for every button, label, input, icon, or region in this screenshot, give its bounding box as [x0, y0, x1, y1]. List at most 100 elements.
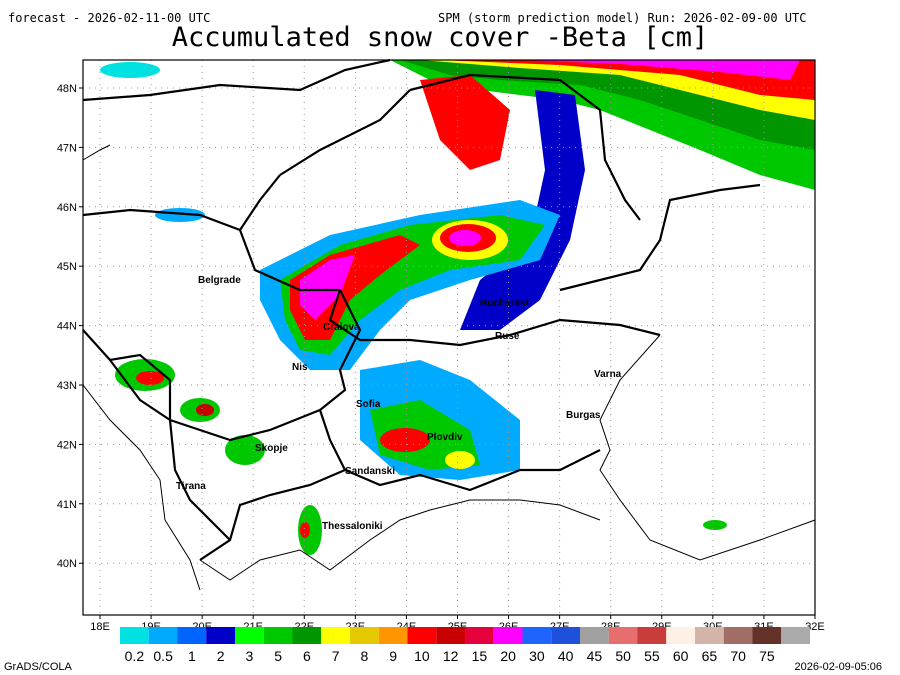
colorbar-swatch [723, 627, 753, 644]
lat-label: 47N [57, 142, 77, 154]
snow-area [449, 230, 481, 246]
coastline [82, 384, 201, 591]
city-label: Craiova [323, 322, 360, 333]
city-label: Tirana [176, 481, 206, 492]
colorbar-swatch [321, 627, 350, 644]
lat-label: 43N [57, 380, 77, 392]
border-line [328, 289, 661, 347]
snow-area [100, 62, 160, 78]
colorbar-swatch [235, 627, 264, 644]
lat-label: 45N [57, 261, 77, 273]
city-label: Ruse [495, 331, 520, 342]
colorbar-label: 6 [303, 648, 311, 664]
lat-label: 41N [57, 499, 77, 511]
colorbar-label: 12 [443, 648, 459, 664]
colorbar-label: 15 [472, 648, 488, 664]
lat-label: 40N [57, 558, 77, 570]
colorbar-swatch [695, 627, 724, 644]
lon-label: 32E [805, 621, 825, 633]
colorbar-swatch [436, 627, 465, 644]
lat-label: 48N [57, 83, 77, 95]
colorbar-swatch [637, 627, 667, 644]
colorbar-swatch [206, 627, 235, 644]
border-line [238, 89, 411, 292]
plot-frame [82, 59, 816, 616]
colorbar-label: 5 [274, 648, 282, 664]
border-line [82, 208, 241, 232]
colorbar-label: 70 [730, 648, 746, 664]
coastline [599, 334, 816, 561]
colorbar: 0.2 0.5 1 2 3 5 6 7 8 9 10 12 15 20 30 40 45 50 55 60 65 70 75 [120, 627, 810, 664]
border-line [199, 468, 346, 561]
border-line [109, 359, 231, 541]
coastline [82, 144, 111, 161]
colorbar-label: 0.2 [125, 648, 145, 664]
colorbar-swatch [263, 627, 293, 644]
colorbar-swatch [493, 627, 523, 644]
colorbar-label: 10 [414, 648, 430, 664]
forecast-label: forecast - 2026-02-11-00 UTC [8, 11, 210, 25]
city-label: Burgas [566, 410, 601, 421]
colorbar-swatch [551, 627, 580, 644]
city-label: Plovdiv [427, 432, 463, 443]
colorbar-label: 9 [389, 648, 397, 664]
lat-label: 44N [57, 321, 77, 333]
city-label: Thessaloniki [322, 521, 383, 532]
colorbar-label: 30 [529, 648, 545, 664]
snow-area [155, 208, 205, 222]
lon-label: 18E [90, 621, 110, 633]
lat-label: 46N [57, 202, 77, 214]
snow-field [100, 60, 815, 555]
snow-area [445, 451, 475, 469]
colorbar-label: 2 [217, 648, 225, 664]
city-label: Belgrade [198, 275, 241, 286]
graticule: 18E19E20E21E22E23E24E25E26E27E28E29E30E3… [57, 60, 825, 633]
border-line [169, 408, 321, 442]
city-label: Skopje [255, 443, 288, 454]
city-label: Bucharest [480, 298, 530, 309]
snow-area [196, 404, 214, 416]
coastline [199, 499, 601, 581]
colorbar-label: 0.5 [153, 648, 173, 664]
snow-area [136, 371, 164, 385]
colorbar-label: 40 [558, 648, 574, 664]
colorbar-label: 55 [644, 648, 660, 664]
city-label: Varna [594, 369, 622, 380]
border-line [559, 183, 761, 292]
colorbar-label: 50 [615, 648, 631, 664]
snow-area [300, 255, 355, 320]
colorbar-label: 60 [673, 648, 689, 664]
colorbar-label: 1 [188, 648, 196, 664]
colorbar-swatch [522, 627, 552, 644]
colorbar-swatch [465, 627, 494, 644]
snow-area [380, 428, 430, 452]
snow-area [520, 60, 800, 80]
colorbar-swatch [781, 627, 810, 644]
lat-label: 42N [57, 439, 77, 451]
colorbar-swatch [378, 627, 408, 644]
colorbar-label: 75 [759, 648, 775, 664]
border-line [318, 289, 362, 471]
colorbar-swatch [292, 627, 322, 644]
colorbar-swatch [752, 627, 782, 644]
snow-area [460, 90, 585, 330]
city-labels: Belgrade Bucharest Ruse Varna Burgas Sof… [176, 275, 622, 532]
city-label: Sandanski [345, 466, 395, 477]
colorbar-swatch [608, 627, 638, 644]
city-label: Sofia [356, 399, 381, 410]
snow-area [225, 435, 265, 465]
footer-left: GrADS/COLA [4, 661, 73, 673]
border-line [82, 329, 172, 420]
run-label: SPM (storm prediction model) Run: 2026-0… [438, 11, 806, 25]
snow-area [420, 75, 510, 170]
footer-right: 2026-02-09-05:06 [795, 661, 882, 673]
border-line [82, 58, 391, 102]
colorbar-swatch [120, 627, 149, 644]
snow-area [703, 520, 727, 530]
borders [82, 58, 816, 591]
colorbar-label: 3 [245, 648, 253, 664]
colorbar-label: 7 [332, 648, 340, 664]
colorbar-label: 45 [587, 648, 603, 664]
